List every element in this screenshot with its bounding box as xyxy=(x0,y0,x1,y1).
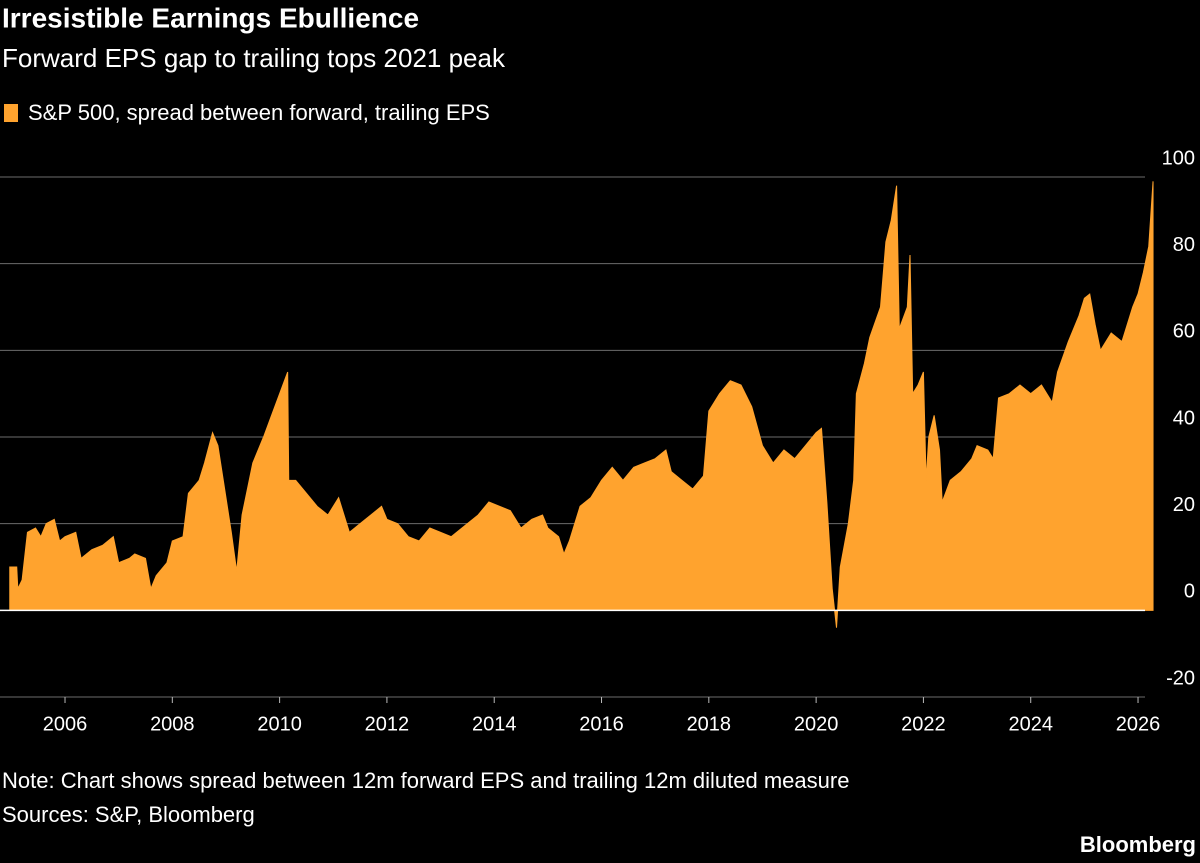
y-tick-label: 60 xyxy=(1173,321,1195,343)
y-tick-label: 100 xyxy=(1162,147,1195,169)
x-tick-label: 2014 xyxy=(472,713,517,735)
y-tick-label: 40 xyxy=(1173,407,1195,429)
y-tick-label: 80 xyxy=(1173,234,1195,256)
legend-swatch xyxy=(4,104,18,122)
x-tick-label: 2024 xyxy=(1008,713,1053,735)
x-tick-label: 2018 xyxy=(687,713,732,735)
legend-label: S&P 500, spread between forward, trailin… xyxy=(28,100,490,125)
x-tick-label: 2012 xyxy=(365,713,410,735)
y-tick-label: 0 xyxy=(1184,581,1195,603)
x-tick-label: 2020 xyxy=(794,713,839,735)
x-tick-label: 2006 xyxy=(43,713,88,735)
chart-subtitle: Forward EPS gap to trailing tops 2021 pe… xyxy=(2,43,506,73)
x-tick-label: 2010 xyxy=(257,713,302,735)
x-tick-label: 2022 xyxy=(901,713,946,735)
note: Note: Chart shows spread between 12m for… xyxy=(2,768,849,793)
chart-title: Irresistible Earnings Ebullience xyxy=(2,2,419,33)
y-tick-label: 20 xyxy=(1173,494,1195,516)
y-tick-label: -20 xyxy=(1166,667,1195,689)
x-tick-label: 2016 xyxy=(579,713,624,735)
source: Sources: S&P, Bloomberg xyxy=(2,802,255,827)
x-tick-label: 2026 xyxy=(1116,713,1161,735)
area xyxy=(9,181,1154,628)
credit: Bloomberg xyxy=(1080,832,1196,857)
x-tick-label: 2008 xyxy=(150,713,195,735)
